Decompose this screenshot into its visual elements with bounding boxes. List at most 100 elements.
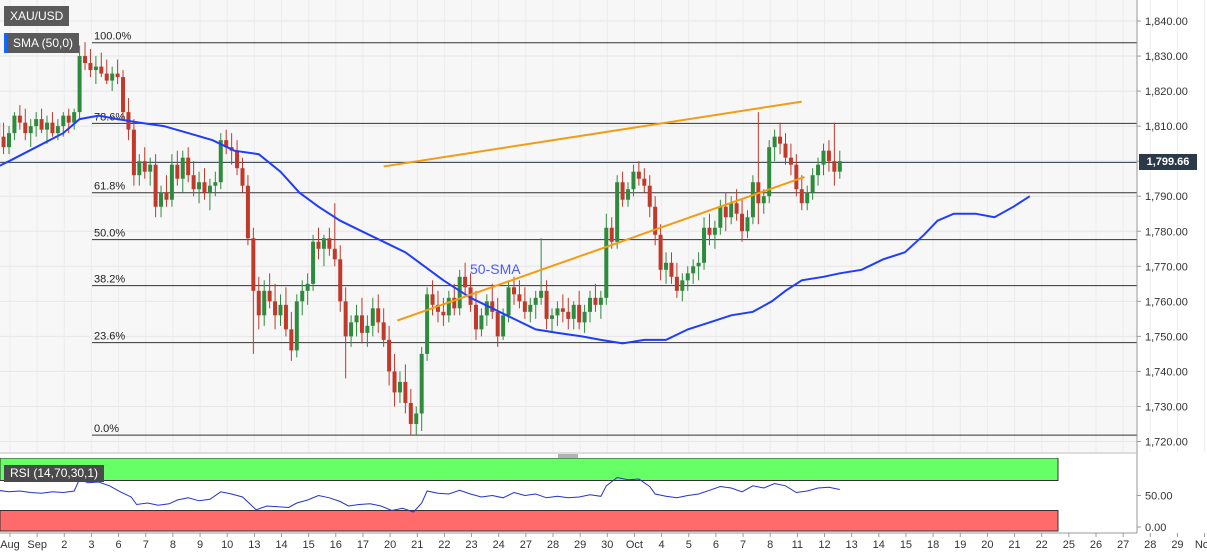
candle <box>821 143 826 176</box>
candle-body <box>224 140 229 148</box>
candle <box>555 301 560 326</box>
candle <box>658 224 663 281</box>
candle-body <box>148 164 153 172</box>
candle <box>17 105 22 130</box>
candle-body <box>294 301 299 351</box>
rsi-indicator-label[interactable]: RSI (14,70,30,1) <box>4 465 105 482</box>
candle-body <box>175 164 180 179</box>
candle-body <box>490 301 495 312</box>
panel-resize-handle[interactable] <box>558 454 578 458</box>
candle <box>262 280 267 326</box>
candle <box>218 133 223 190</box>
time-tick-label: 17 <box>357 539 369 551</box>
candle-body <box>626 189 631 200</box>
time-tick-label: 14 <box>275 539 287 551</box>
candle-body <box>66 115 71 123</box>
candle <box>783 133 788 165</box>
candle-body <box>571 304 576 319</box>
candle-body <box>159 192 164 207</box>
time-tick-label: 27 <box>520 539 532 551</box>
price-tick-label: 1,770.00 <box>1145 261 1188 273</box>
candle <box>723 192 728 232</box>
candle <box>707 213 712 246</box>
price-tick-label: 1,760.00 <box>1145 296 1188 308</box>
candle <box>588 290 593 323</box>
candle <box>816 157 821 186</box>
time-tick-label: 15 <box>900 539 912 551</box>
candle <box>349 315 354 347</box>
candle-body <box>387 339 392 372</box>
candle-body <box>267 290 272 302</box>
candle-body <box>810 175 815 193</box>
candle-body <box>153 164 158 207</box>
time-tick-label: Aug <box>0 539 20 551</box>
candle <box>528 297 533 323</box>
time-tick-label: 7 <box>143 539 149 551</box>
candle-body <box>343 301 348 337</box>
candle <box>300 280 305 316</box>
candle-body <box>685 273 690 281</box>
candle-body <box>702 227 707 263</box>
candle-body <box>425 294 430 354</box>
time-axis: Aug Sep 2 3 6 7 8 9 10 13 14 15 16 17 20 21 22 23 24 27 28 29… <box>0 533 1207 551</box>
price-tick-label: 1,830.00 <box>1145 51 1188 63</box>
candle-body <box>723 206 728 218</box>
candle <box>674 262 679 298</box>
candle-body <box>392 371 397 393</box>
candle <box>365 315 370 347</box>
candle <box>522 287 527 319</box>
candle <box>620 171 625 207</box>
sma-indicator-label[interactable]: SMA (50,0) <box>4 33 80 53</box>
candle-body <box>615 182 620 242</box>
rsi-path <box>0 476 840 513</box>
candle <box>77 45 82 120</box>
candle-body <box>696 262 701 267</box>
candle <box>626 182 631 207</box>
candle-body <box>83 56 88 64</box>
time-tick-label: 19 <box>954 539 966 551</box>
candle <box>153 154 158 218</box>
candle <box>45 115 50 144</box>
time-tick-label: 2 <box>61 539 67 551</box>
candle-body <box>1 136 6 148</box>
time-tick-label: 24 <box>493 539 505 551</box>
candle-body <box>799 189 804 204</box>
candle-body <box>283 304 288 330</box>
candle <box>164 175 169 207</box>
candle-body <box>34 119 39 127</box>
candle <box>734 189 739 221</box>
candle <box>550 308 554 333</box>
candle-body <box>511 287 516 295</box>
candle-body <box>300 290 305 302</box>
fib-level-label: 100.0% <box>94 31 132 43</box>
candle-body <box>169 164 174 200</box>
time-tick-label: 3 <box>88 539 94 551</box>
candle-body <box>202 182 207 193</box>
time-tick-label: 13 <box>248 539 260 551</box>
symbol-label[interactable]: XAU/USD <box>4 6 70 26</box>
candle <box>110 66 115 92</box>
candle-body <box>674 276 679 291</box>
candle-body <box>191 175 196 190</box>
candle <box>235 140 240 176</box>
time-tick-label: 16 <box>330 539 342 551</box>
candle-body <box>718 206 723 228</box>
sma-annotation: 50-SMA <box>470 261 521 277</box>
candle-body <box>419 353 424 414</box>
time-tick-label: 29 <box>1171 539 1183 551</box>
time-tick-label: 22 <box>1036 539 1048 551</box>
candle <box>12 112 17 141</box>
price-tick-label: 1,780.00 <box>1145 226 1188 238</box>
candle <box>224 129 229 155</box>
candle-body <box>12 115 17 134</box>
candle-body <box>680 280 685 291</box>
candle-body <box>816 164 821 176</box>
candle-body <box>311 241 316 284</box>
time-tick-label: 22 <box>438 539 450 551</box>
time-tick-label: 4 <box>659 539 665 551</box>
time-tick-label: 26 <box>1090 539 1102 551</box>
time-tick-label: 6 <box>116 539 122 551</box>
candle-body <box>17 115 22 123</box>
candle <box>1 122 6 155</box>
candle-body <box>131 129 136 176</box>
